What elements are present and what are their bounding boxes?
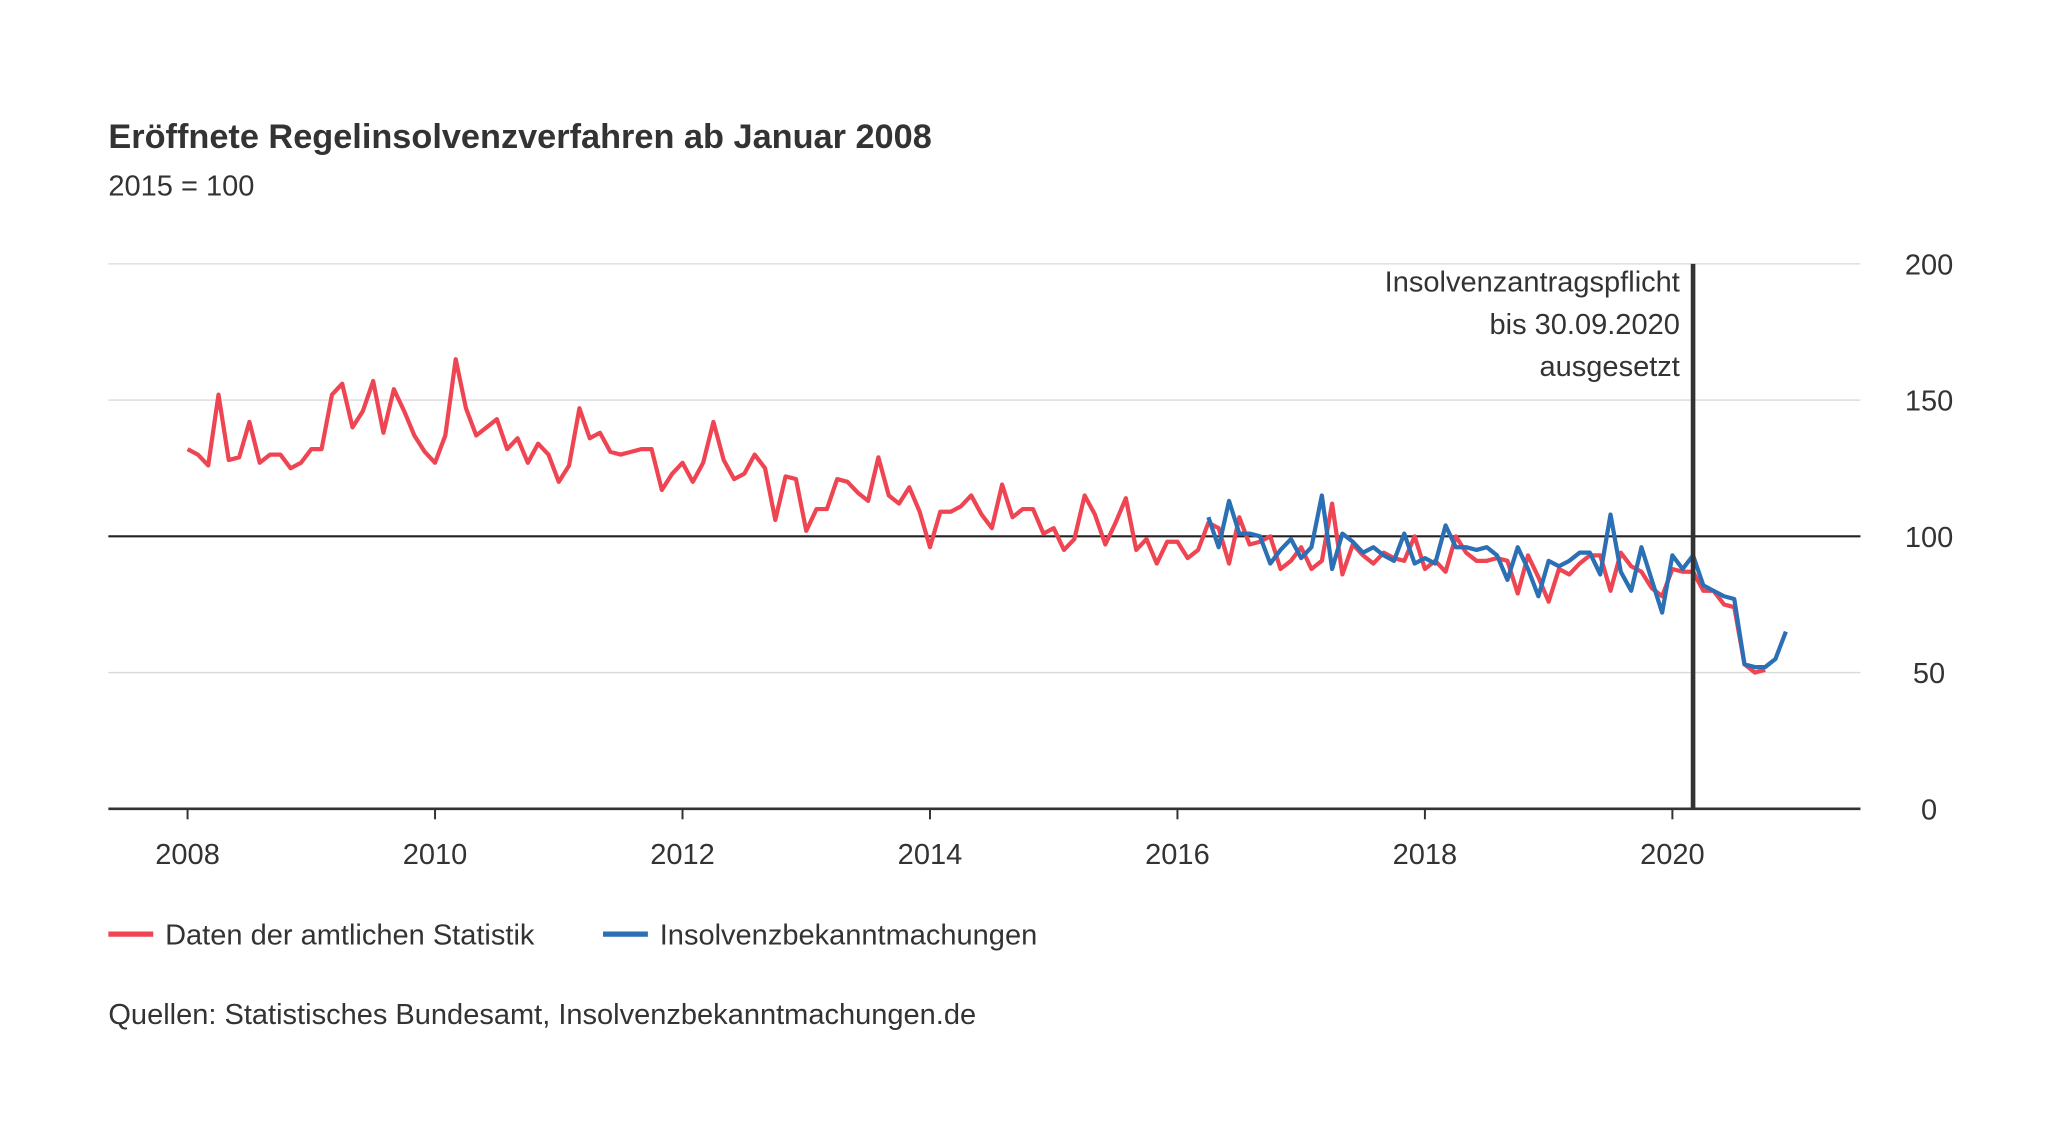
source: Quellen: Statistisches Bundesamt, Insolv… xyxy=(108,999,976,1031)
chart-title: Eröffnete Regelinsolvenzverfahren ab Jan… xyxy=(108,118,931,156)
x-tick-label: 2016 xyxy=(1145,839,1210,871)
chart-subtitle: 2015 = 100 xyxy=(108,170,254,202)
y-tick-label: 100 xyxy=(1905,522,1953,554)
y-tick-label: 200 xyxy=(1905,249,1953,281)
x-tick-label: 2008 xyxy=(155,839,220,871)
x-tick-label: 2012 xyxy=(650,839,715,871)
y-tick-label: 150 xyxy=(1905,386,1953,418)
series-line xyxy=(186,357,1766,675)
annotation-text: bis 30.09.2020 xyxy=(1489,309,1679,341)
y-tick-label: 0 xyxy=(1921,794,1937,826)
x-tick-label: 2018 xyxy=(1393,839,1458,871)
y-tick-label: 50 xyxy=(1913,658,1945,690)
x-tick-label: 2010 xyxy=(403,839,468,871)
annotation-text: Insolvenzantragspflicht xyxy=(1385,267,1680,299)
annotation-text: ausgesetzt xyxy=(1540,351,1680,383)
x-tick-label: 2020 xyxy=(1640,839,1705,871)
legend-label: Insolvenzbekanntmachungen xyxy=(660,920,1037,952)
series-line xyxy=(1206,493,1788,670)
x-tick-label: 2014 xyxy=(898,839,963,871)
legend-label: Daten der amtlichen Statistik xyxy=(165,920,535,952)
